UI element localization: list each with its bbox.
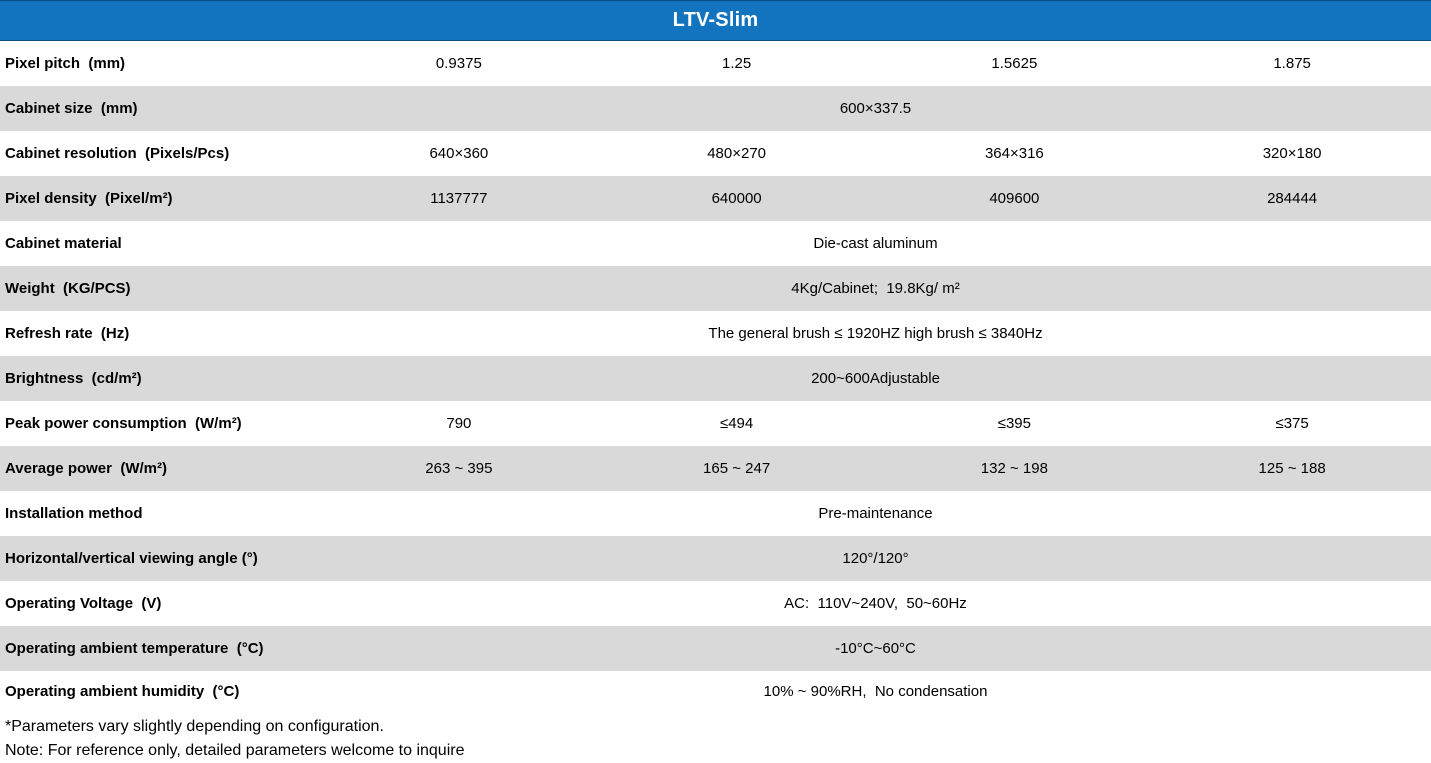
row-value: 790 <box>446 415 472 432</box>
row-value: 640000 <box>711 190 762 207</box>
row-value: 132 ~ 198 <box>980 460 1048 477</box>
row-value: ≤494 <box>719 415 754 432</box>
row-value: 364×316 <box>984 145 1044 162</box>
row-value: 284444 <box>1267 190 1318 207</box>
row-value: 640×360 <box>429 145 489 162</box>
row-label: Cabinet resolution (Pixels/Pcs) <box>5 145 230 162</box>
spec-row: Refresh rate (Hz) The general brush ≤ 192… <box>0 311 1431 356</box>
row-value-merged: Die-cast aluminum <box>813 235 938 252</box>
spec-row: Pixel density (Pixel/m²) 1137777 640000 409… <box>0 176 1431 221</box>
row-label: Cabinet material <box>5 235 122 252</box>
footnote-line: Note: For reference only, detailed param… <box>5 742 465 759</box>
spec-row: Installation method Pre-maintenance <box>0 491 1431 536</box>
row-label: Brightness (cd/m²) <box>5 370 142 387</box>
spec-row: Cabinet size (mm) 600×337.5 <box>0 86 1431 131</box>
row-label: Peak power consumption (W/m²) <box>5 415 242 432</box>
spec-row: Horizontal/vertical viewing angle (°) 120… <box>0 536 1431 581</box>
row-value: 480×270 <box>707 145 767 162</box>
row-value-merged: 10% ~ 90%RH, No condensation <box>763 683 988 700</box>
row-value-merged: 200~600Adjustable <box>811 370 940 387</box>
row-label: Operating ambient humidity (°C) <box>5 683 240 700</box>
row-label: Refresh rate (Hz) <box>5 325 130 342</box>
row-value: 320×180 <box>1262 145 1322 162</box>
row-value-merged: The general brush ≤ 1920HZ high brush ≤ … <box>708 325 1043 342</box>
row-value: 1137777 <box>430 190 488 207</box>
row-value-merged: 600×337.5 <box>839 100 912 117</box>
spec-row: Peak power consumption (W/m²) 790 ≤494 ≤395… <box>0 401 1431 446</box>
row-label: Average power (W/m²) <box>5 460 167 477</box>
table-title-bar: LTV-Slim <box>0 0 1431 41</box>
row-value: 125 ~ 188 <box>1258 460 1326 477</box>
row-value: 263 ~ 395 <box>425 460 493 477</box>
row-label: Cabinet size (mm) <box>5 100 138 117</box>
row-value: 409600 <box>989 190 1040 207</box>
row-value-merged: 120°/120° <box>842 550 909 567</box>
table-title: LTV-Slim <box>672 9 759 31</box>
spec-row: Operating ambient humidity (°C) 10% ~ 90%… <box>0 671 1431 712</box>
row-label: Operating ambient temperature (°C) <box>5 640 264 657</box>
spec-rows: Pixel pitch (mm) 0.9375 1.25 1.5625 1.875 Cab… <box>0 41 1431 712</box>
row-label: Installation method <box>5 505 143 522</box>
spec-row: Weight (KG/PCS) 4Kg/Cabinet; 19.8Kg/ m² <box>0 266 1431 311</box>
row-value: 0.9375 <box>435 55 482 72</box>
row-label: Horizontal/vertical viewing angle (°) <box>5 550 258 567</box>
row-value-merged: AC: 110V~240V, 50~60Hz <box>784 595 967 612</box>
footnotes: *Parameters vary slightly depending on c… <box>0 712 1431 763</box>
row-value: 1.875 <box>1273 55 1311 72</box>
spec-row: Operating Voltage (V) AC: 110V~240V, 50~6… <box>0 581 1431 626</box>
footnote-line: *Parameters vary slightly depending on c… <box>5 718 384 735</box>
row-value-merged: -10°C~60°C <box>835 640 916 657</box>
spec-row: Cabinet material Die-cast aluminum <box>0 221 1431 266</box>
row-value-merged: 4Kg/Cabinet; 19.8Kg/ m² <box>791 280 960 297</box>
row-value: 1.5625 <box>991 55 1038 72</box>
row-value: ≤395 <box>997 415 1031 432</box>
row-label: Pixel pitch (mm) <box>5 55 126 72</box>
spec-row: Brightness (cd/m²) 200~600Adjustable <box>0 356 1431 401</box>
spec-row: Pixel pitch (mm) 0.9375 1.25 1.5625 1.875 <box>0 41 1431 86</box>
row-label: Weight (KG/PCS) <box>5 280 131 297</box>
spec-row: Cabinet resolution (Pixels/Pcs) 640×360 48… <box>0 131 1431 176</box>
row-value: 1.25 <box>722 55 752 72</box>
row-label: Pixel density (Pixel/m²) <box>5 190 173 207</box>
row-label: Operating Voltage (V) <box>5 595 162 612</box>
spec-row: Average power (W/m²) 263 ~ 395 165 ~ 247 13… <box>0 446 1431 491</box>
row-value-merged: Pre-maintenance <box>818 505 933 522</box>
row-value: 165 ~ 247 <box>703 460 771 477</box>
row-value: ≤375 <box>1275 415 1309 432</box>
spec-row: Operating ambient temperature (°C) -10°C~… <box>0 626 1431 671</box>
